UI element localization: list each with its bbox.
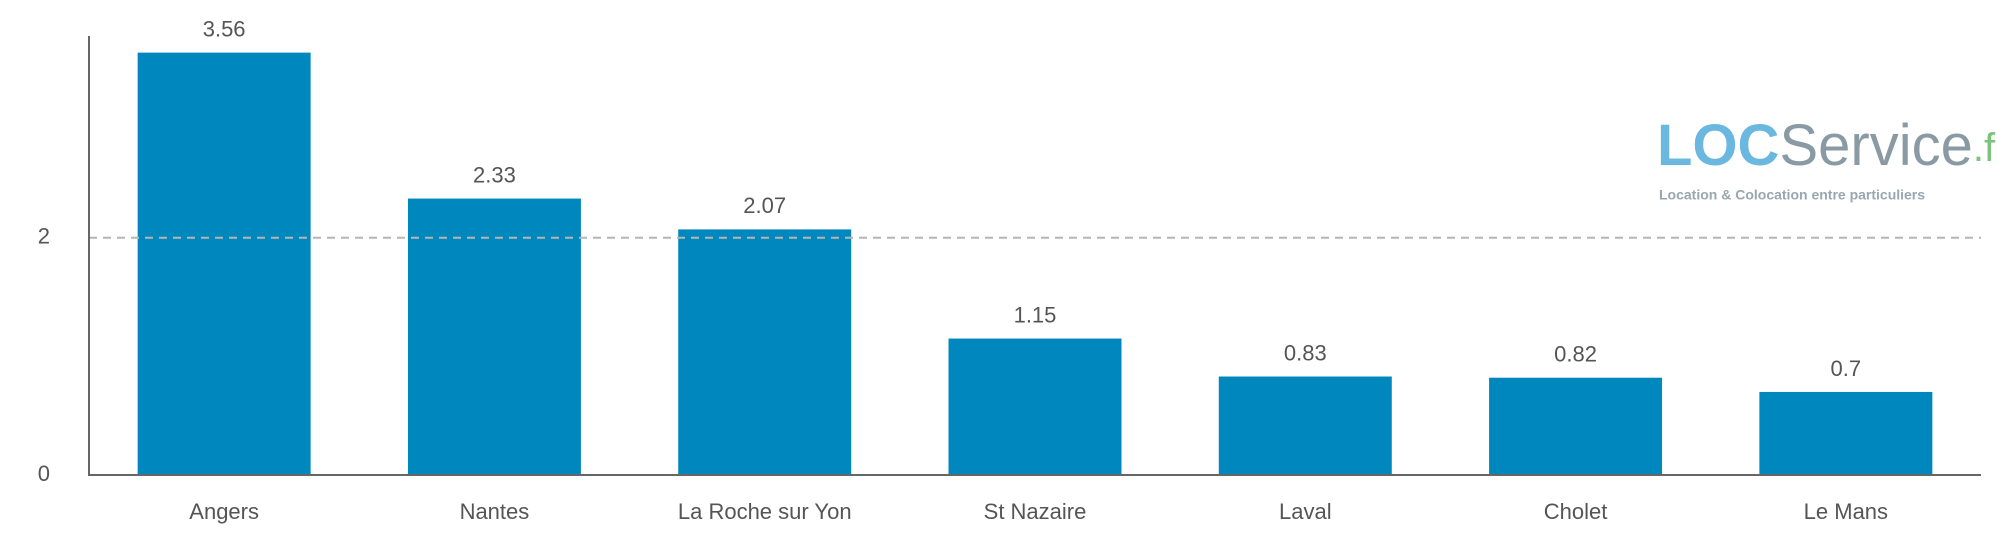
bar	[1218, 376, 1392, 475]
x-tick-label: St Nazaire	[984, 499, 1087, 524]
bar	[1489, 377, 1663, 475]
y-tick-label: 2	[38, 224, 50, 249]
bar	[948, 338, 1122, 475]
value-label: 3.56	[203, 16, 246, 41]
value-label: 0.82	[1554, 342, 1597, 367]
brand: LOCService.fr	[1657, 113, 1997, 178]
bar	[137, 52, 311, 475]
x-tick-label: La Roche sur Yon	[678, 499, 852, 524]
brand-part: .fr	[1973, 126, 1997, 170]
bar	[1759, 391, 1933, 475]
x-tick-label: Nantes	[460, 499, 530, 524]
x-tick-label: Cholet	[1544, 499, 1608, 524]
x-tick-label: Laval	[1279, 499, 1332, 524]
value-label: 0.7	[1831, 356, 1862, 381]
value-label: 2.33	[473, 162, 516, 187]
axis	[88, 36, 1981, 476]
value-label: 1.15	[1014, 302, 1057, 327]
bar	[407, 198, 581, 475]
brand-part: LOC	[1657, 113, 1779, 178]
x-tick-label: Angers	[189, 499, 259, 524]
value-label: 2.07	[743, 193, 786, 218]
brand-part: Service	[1779, 113, 1972, 178]
brand-tagline: Location & Colocation entre particuliers	[1659, 187, 1925, 203]
bar	[678, 229, 852, 475]
x-tick-label: Le Mans	[1804, 499, 1888, 524]
watermark: LOCService.fr Location & Colocation entr…	[1657, 113, 1997, 202]
y-tick-label: 0	[38, 461, 50, 486]
value-label: 0.83	[1284, 340, 1327, 365]
